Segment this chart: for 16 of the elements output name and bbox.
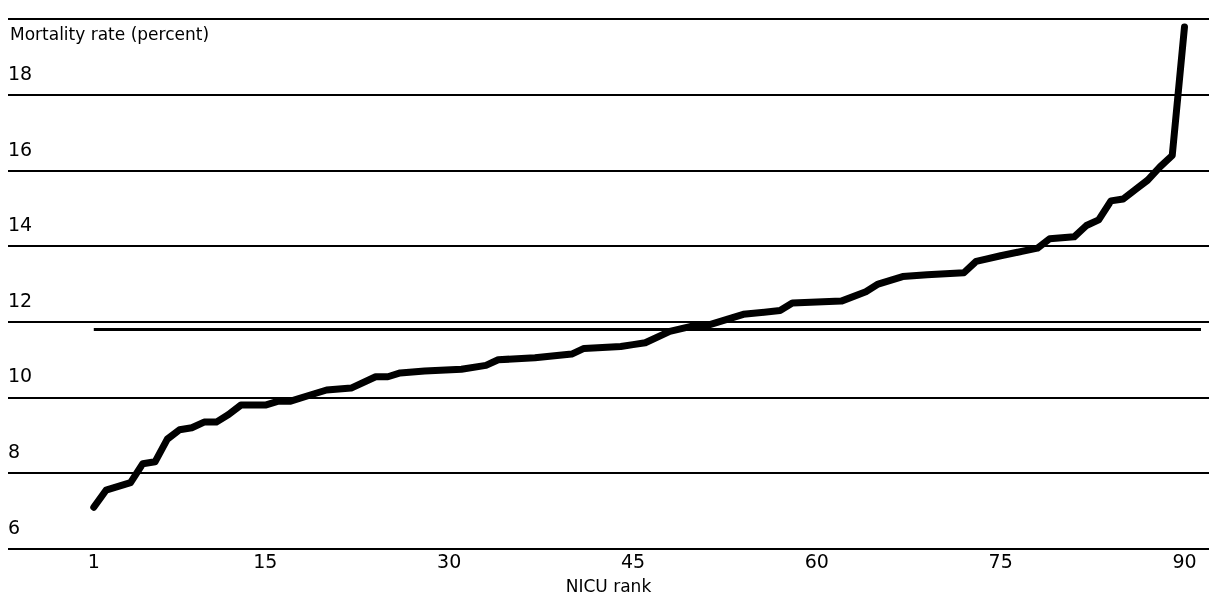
y-tick-label: 18 [8, 61, 33, 84]
x-tick-label: 45 [620, 550, 646, 573]
x-tick-label: 15 [253, 550, 278, 573]
y-tick-label: 8 [8, 440, 21, 463]
x-tick-label: 60 [804, 550, 829, 573]
x-axis-title: NICU rank [565, 576, 652, 597]
y-tick-label: 12 [8, 288, 33, 311]
y-tick-label: 10 [8, 364, 33, 387]
x-tick-label: 30 [437, 550, 462, 573]
y-tick-label: 6 [8, 515, 21, 538]
y-tick-label: 16 [8, 137, 33, 160]
x-tick-label: 90 [1172, 550, 1197, 573]
y-tick-label: 14 [8, 213, 33, 236]
y-axis-title: Mortality rate (percent) [10, 24, 210, 44]
x-tick-label: 75 [988, 550, 1013, 573]
x-tick-label: 1 [87, 550, 100, 573]
